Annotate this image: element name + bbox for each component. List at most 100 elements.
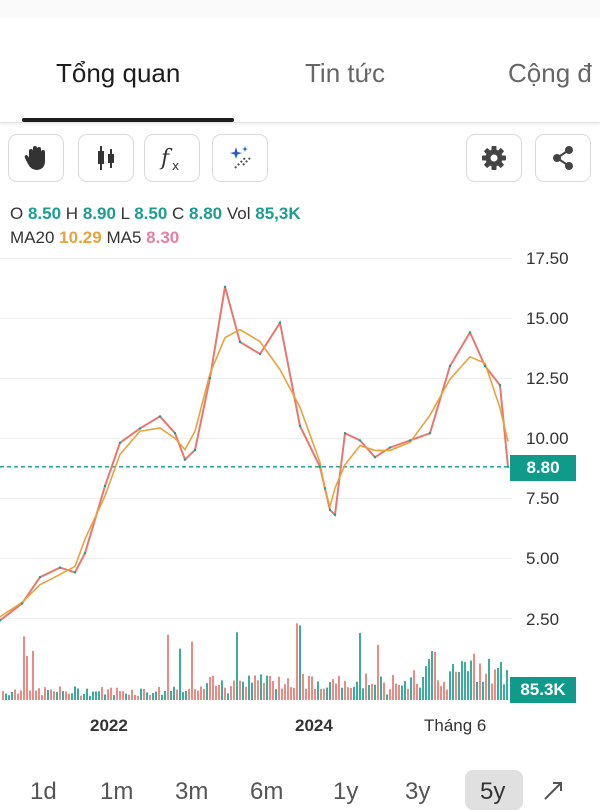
volume-bar <box>143 688 145 700</box>
volume-bar <box>506 670 508 700</box>
price-point <box>83 552 87 555</box>
volume-bar <box>329 682 331 700</box>
volume-bar <box>74 686 76 700</box>
candlestick-icon <box>98 146 114 170</box>
volume-bar <box>77 688 79 700</box>
volume-bar <box>338 675 340 700</box>
range-3y[interactable]: 3y <box>405 778 431 805</box>
volume-bar <box>137 695 139 700</box>
price-point <box>103 484 107 488</box>
volume-bar <box>386 694 388 700</box>
price-point <box>258 352 262 356</box>
volume-bar <box>11 691 13 700</box>
share-button[interactable] <box>535 134 591 182</box>
y-tick-label: 15.00 <box>526 309 569 328</box>
price-point <box>20 602 24 605</box>
volume-bar <box>173 686 175 700</box>
tab-bar: Tổng quan Tin tức Cộng đ <box>0 18 600 123</box>
range-1y[interactable]: 1y <box>333 778 359 805</box>
share-icon <box>553 146 573 170</box>
volume-bar <box>47 689 49 700</box>
gridline <box>0 258 512 259</box>
volume-bar <box>140 688 142 700</box>
range-6m[interactable]: 6m <box>250 778 284 805</box>
volume-bar <box>398 684 400 700</box>
price-point <box>238 340 242 344</box>
tab-cong-dong[interactable]: Cộng đ <box>508 58 592 88</box>
volume-bar <box>224 687 226 700</box>
volume-bar <box>23 636 25 700</box>
gridline <box>0 318 512 319</box>
price-point <box>183 458 187 461</box>
tab-tong-quan[interactable]: Tổng quan <box>56 58 181 88</box>
y-tick-label: 12.50 <box>526 369 569 388</box>
y-tick-label: 17.50 <box>526 249 569 268</box>
volume-bar <box>71 693 73 700</box>
volume-bar <box>245 686 247 700</box>
high-label: H <box>65 204 79 223</box>
tab-tin-tuc[interactable]: Tin tức <box>305 58 386 88</box>
magic-drawing-button[interactable] <box>212 134 268 182</box>
volume-bar <box>155 691 157 700</box>
volume-bar <box>359 632 361 700</box>
volume-bar <box>158 686 160 700</box>
volume-bar <box>275 689 277 700</box>
x-tick-label: 2024 <box>295 716 333 735</box>
current-price-tag: 8.80 <box>510 455 576 481</box>
volume-bar <box>263 682 265 700</box>
volume-bar <box>5 693 7 700</box>
volume-bar <box>383 682 385 700</box>
range-1m[interactable]: 1m <box>100 778 134 805</box>
volume-bar <box>170 691 172 700</box>
price-series-line <box>0 286 509 622</box>
volume-bar <box>239 680 241 700</box>
volume-bar <box>122 691 124 700</box>
volume-bar <box>446 689 448 700</box>
range-5y[interactable]: 5y <box>480 778 506 805</box>
volume-label: Vol <box>226 204 251 223</box>
candlestick-button[interactable] <box>78 134 134 182</box>
price-point <box>193 448 197 452</box>
hand-tool-button[interactable] <box>8 134 64 182</box>
volume-bar <box>365 673 367 700</box>
price-point <box>0 619 2 622</box>
settings-button[interactable] <box>466 134 522 182</box>
range-3m[interactable]: 3m <box>175 778 209 805</box>
volume-bar <box>326 687 328 700</box>
volume-bar <box>227 693 229 700</box>
price-point <box>58 566 62 569</box>
volume-bar <box>287 678 289 700</box>
close-label: C <box>172 204 185 223</box>
gridline <box>0 378 512 379</box>
volume-bar <box>80 695 82 700</box>
volume-bar <box>65 691 67 700</box>
volume-bar <box>500 662 502 700</box>
volume-bar <box>149 695 151 700</box>
volume-value: 85,3K <box>255 204 301 223</box>
volume-bar <box>50 689 52 700</box>
volume-bar <box>98 691 100 700</box>
volume-bar <box>152 692 154 700</box>
volume-bar <box>299 625 301 700</box>
volume-bar <box>389 689 391 700</box>
volume-bar <box>215 685 217 700</box>
volume-bar <box>44 687 46 700</box>
volume-bar <box>314 688 316 700</box>
price-chart[interactable] <box>0 250 512 705</box>
volume-bar <box>236 632 238 700</box>
volume-bar <box>179 648 181 700</box>
volume-bar <box>323 688 325 700</box>
svg-text:x: x <box>172 159 179 173</box>
expand-icon[interactable] <box>540 778 566 804</box>
volume-bar <box>269 675 271 700</box>
volume-bar <box>368 685 370 700</box>
range-1d[interactable]: 1d <box>30 778 57 805</box>
volume-bar <box>209 677 211 700</box>
volume-bar <box>185 690 187 700</box>
indicator-button[interactable]: f x <box>144 134 200 182</box>
volume-bar <box>458 672 460 700</box>
gridline <box>0 438 512 439</box>
volume-bar <box>53 691 55 700</box>
volume-bar <box>302 673 304 700</box>
volume-bar <box>14 689 16 700</box>
